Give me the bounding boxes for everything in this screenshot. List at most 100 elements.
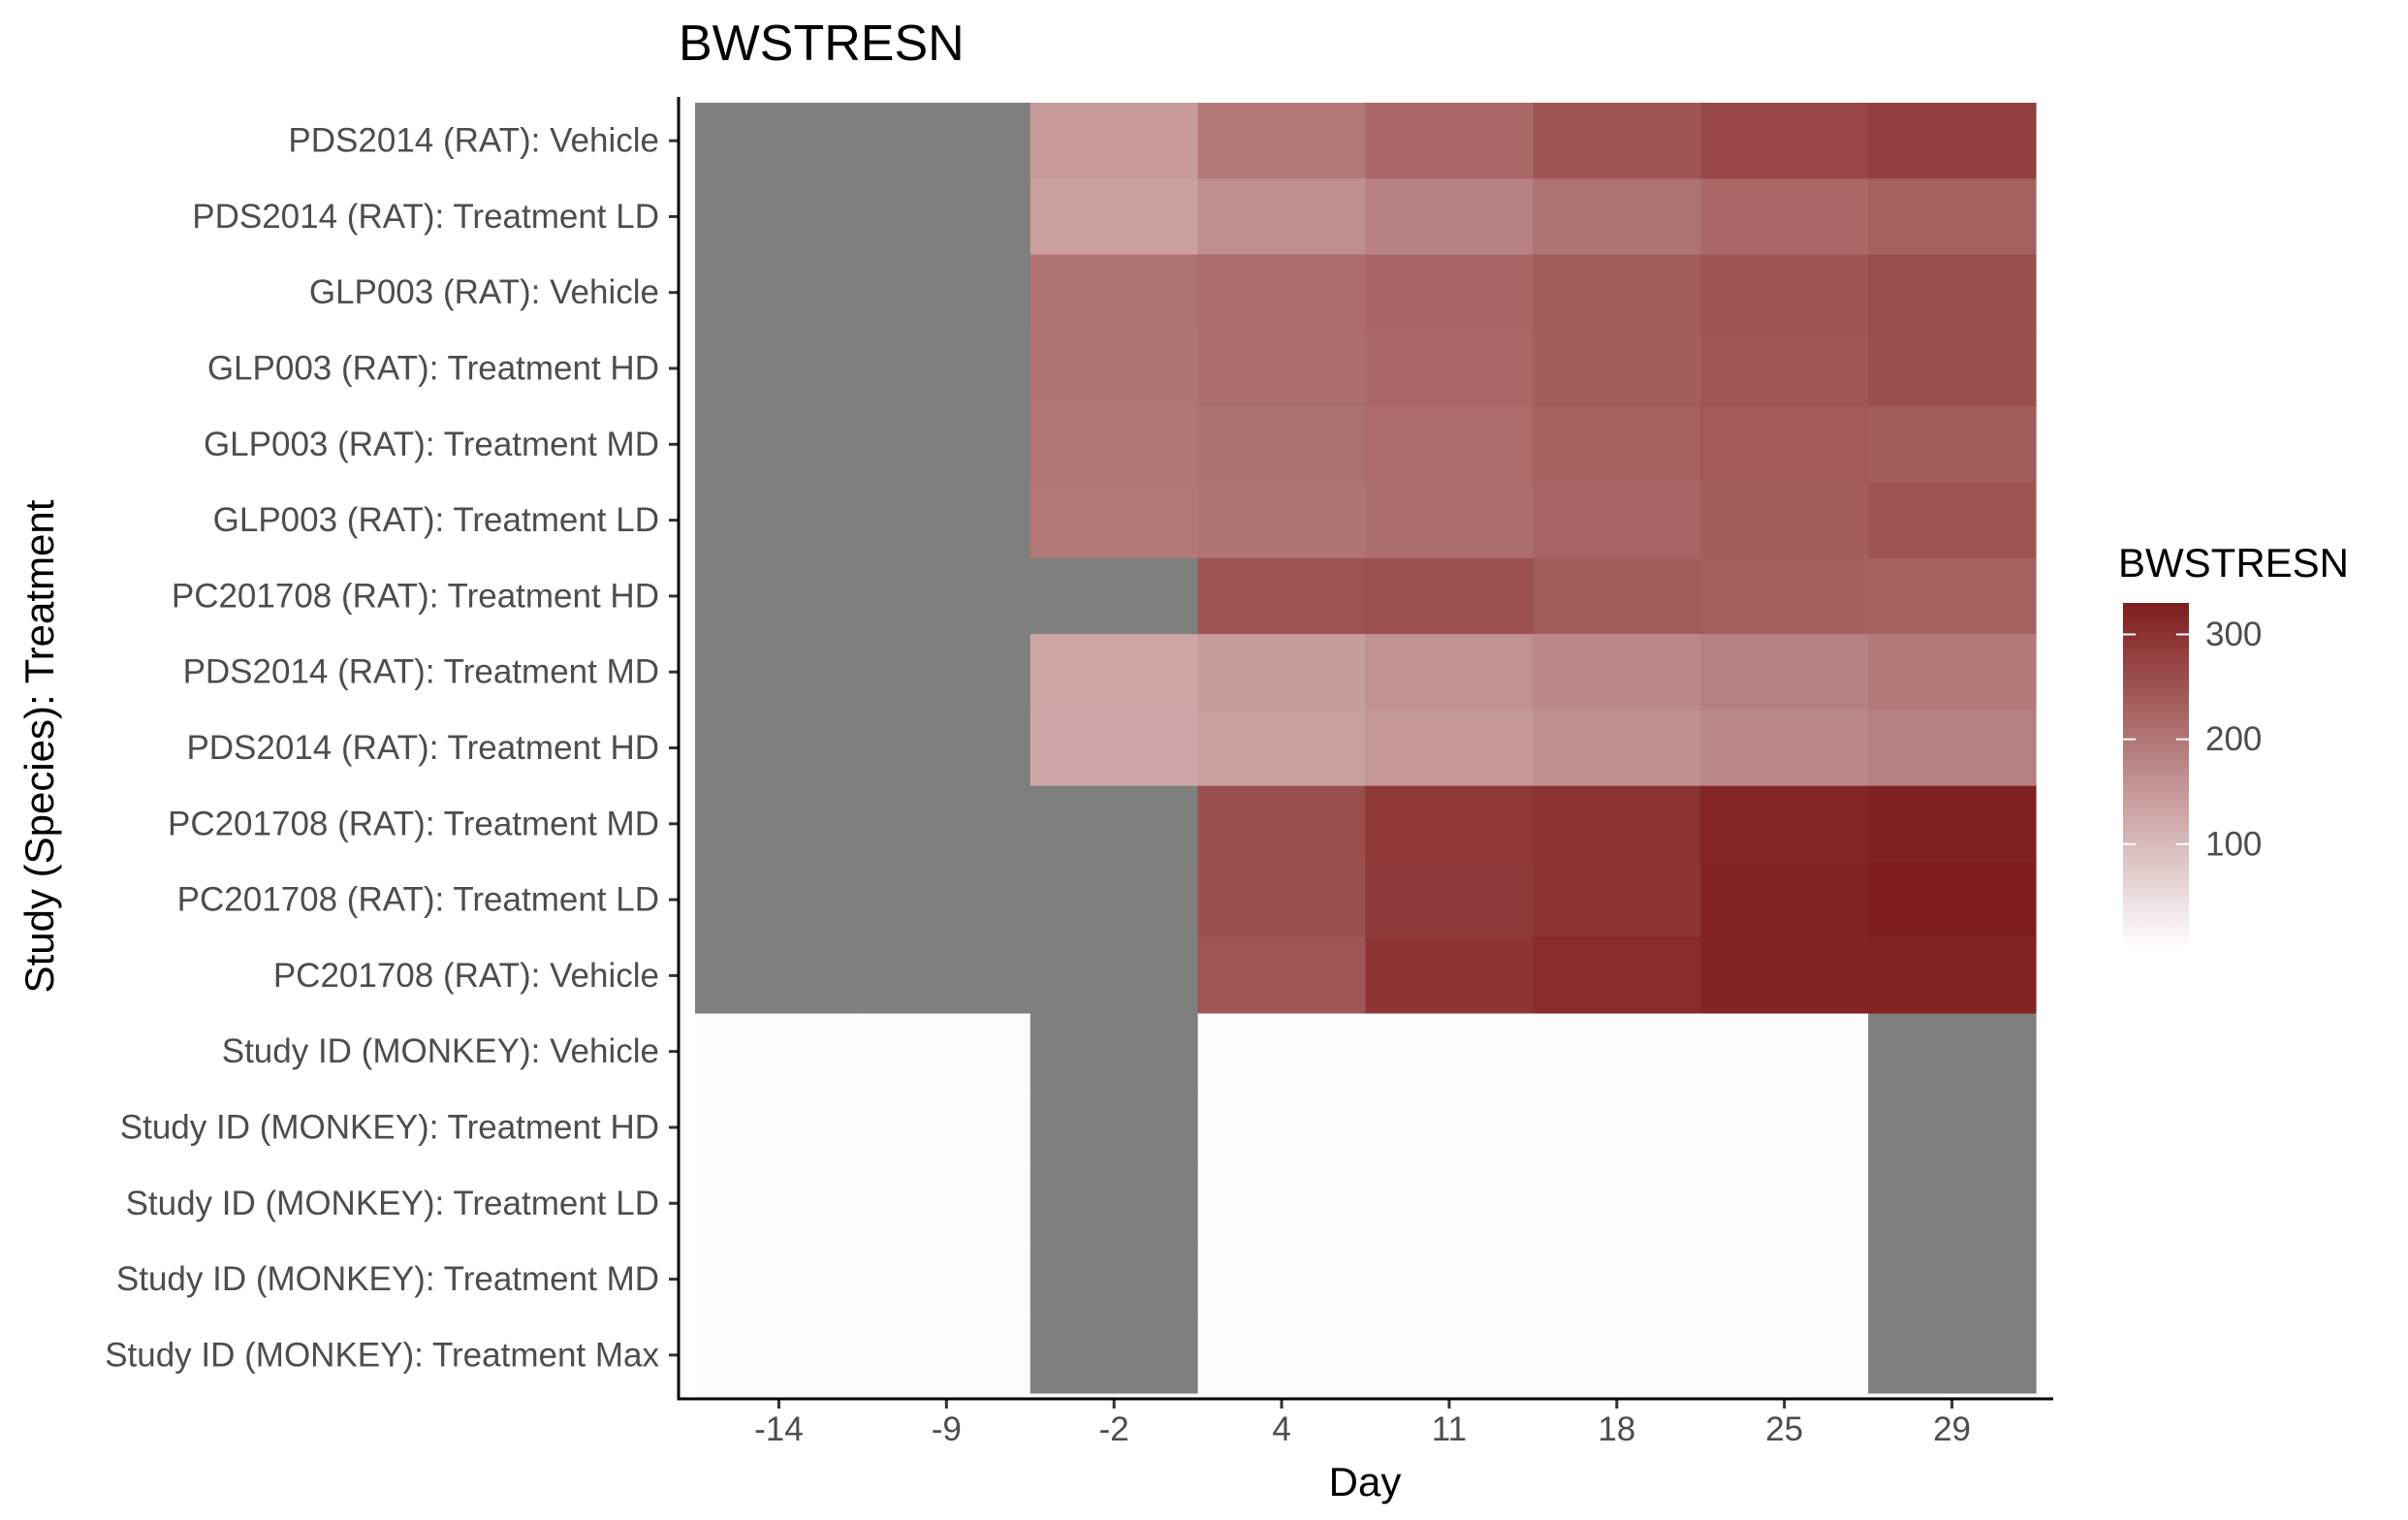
heatmap-cell [1030, 1089, 1199, 1166]
heatmap-cell [1365, 1241, 1534, 1318]
heatmap-cell [695, 1089, 864, 1166]
y-tick-label: PC201708 (RAT): Treatment MD [168, 805, 659, 842]
y-tick-label: GLP003 (RAT): Treatment HD [207, 350, 659, 388]
y-tick-label: GLP003 (RAT): Treatment MD [204, 426, 659, 463]
heatmap-cell [1365, 1165, 1534, 1243]
heatmap-cell [1868, 710, 2037, 787]
heatmap-cell [1030, 1013, 1199, 1091]
heatmap-cell [1868, 861, 2037, 938]
heatmap-cell [695, 482, 864, 559]
heatmap-cell [1868, 937, 2037, 1015]
heatmap-cell [1700, 406, 1869, 484]
heatmap-cell [1365, 937, 1534, 1015]
heatmap-cell [1700, 178, 1869, 256]
heatmap-cell [1533, 406, 1701, 484]
heatmap-cell [695, 634, 864, 711]
heatmap-cell [862, 1013, 1031, 1091]
y-axis: PDS2014 (RAT): Vehicle PDS2014 (RAT): Tre… [105, 122, 679, 1374]
heatmap-cell [862, 254, 1031, 332]
x-axis-title: Day [1329, 1459, 1402, 1504]
heatmap-cell [1365, 1013, 1534, 1091]
heatmap-cell [1365, 406, 1534, 484]
heatmap-cell [695, 557, 864, 635]
heatmap-cell [1868, 1316, 2037, 1394]
heatmap-cell [1868, 103, 2037, 179]
heatmap-cell [1030, 330, 1199, 407]
y-tick-label: PC201708 (RAT): Treatment HD [172, 577, 659, 615]
heatmap-cell [862, 557, 1031, 635]
heatmap-cell [1868, 254, 2037, 332]
heatmap-cell [1030, 861, 1199, 938]
heatmap-cell [862, 710, 1031, 787]
heatmap-cell [1868, 330, 2037, 407]
heatmap-cell [695, 1316, 864, 1394]
y-tick-label: GLP003 (RAT): Treatment LD [213, 501, 659, 539]
heatmap-cell [1533, 1089, 1701, 1166]
y-tick-label: Study ID (MONKEY): Treatment HD [120, 1108, 659, 1146]
heatmap-cell [1197, 1089, 1367, 1166]
heatmap-cell [1868, 557, 2037, 635]
x-tick-label: 11 [1432, 1410, 1467, 1448]
heatmap-cell [1365, 330, 1534, 407]
heatmap-cell [1868, 1089, 2037, 1166]
heatmap-cell [1197, 937, 1367, 1015]
heatmap-cell [862, 406, 1031, 484]
heatmap-cell [695, 785, 864, 863]
x-tick-label: 18 [1598, 1410, 1635, 1448]
y-tick-label: PDS2014 (RAT): Treatment MD [183, 653, 659, 691]
heatmap-cell [1030, 103, 1199, 179]
heatmap-cell [1365, 103, 1534, 179]
y-tick-label: Study ID (MONKEY): Treatment MD [116, 1260, 659, 1298]
chart-title: BWSTRESN [679, 16, 965, 72]
heatmap-cell [1533, 178, 1701, 256]
heatmap-cell [1700, 1165, 1869, 1243]
heatmap-cell [1700, 785, 1869, 863]
heatmap-cell [862, 861, 1031, 938]
y-tick-label: Study ID (MONKEY): Treatment Max [105, 1336, 659, 1374]
x-axis: -14 -9 -2 4 11 18 25 29 [754, 1399, 1971, 1448]
y-axis-title: Study (Species): Treatment [16, 499, 62, 993]
heatmap-cell [1533, 557, 1701, 635]
heatmap-cell [1533, 861, 1701, 938]
heatmap-cell [1365, 557, 1534, 635]
heatmap-cell [1700, 254, 1869, 332]
heatmap-cell [1030, 1241, 1199, 1318]
heatmap-cell [1030, 254, 1199, 332]
heatmap-cell [1700, 710, 1869, 787]
color-legend: BWSTRESN 100 200 300 [2118, 540, 2349, 949]
heatmap-cell [1868, 1013, 2037, 1091]
heatmap-cell [1700, 1089, 1869, 1166]
heatmap-cell [1197, 482, 1367, 559]
heatmap-cell [1197, 557, 1367, 635]
heatmap-cell [1197, 785, 1367, 863]
heatmap-cell [1030, 710, 1199, 787]
heatmap-cell [1868, 482, 2037, 559]
heatmap-cell [1533, 1165, 1701, 1243]
heatmap-cell [862, 785, 1031, 863]
heatmap-cell [1030, 634, 1199, 711]
y-tick-label: PDS2014 (RAT): Treatment HD [186, 729, 659, 767]
heatmap-cell [862, 1241, 1031, 1318]
y-tick-label: Study ID (MONKEY): Treatment LD [126, 1185, 659, 1222]
legend-tick-label: 100 [2205, 825, 2262, 863]
heatmap-cell [862, 330, 1031, 407]
heatmap-cell [1533, 634, 1701, 711]
legend-ticks: 100 200 300 [2123, 616, 2262, 863]
heatmap-cell [1197, 330, 1367, 407]
heatmap-cell [1533, 937, 1701, 1015]
legend-title: BWSTRESN [2118, 540, 2349, 586]
heatmap-cell [695, 103, 864, 179]
heatmap-cell [1030, 1316, 1199, 1394]
heatmap-cell [1700, 634, 1869, 711]
heatmap-cell [695, 710, 864, 787]
x-tick-label: 25 [1765, 1410, 1803, 1448]
heatmap-cell [695, 1241, 864, 1318]
heatmap-cell [862, 1165, 1031, 1243]
heatmap-cell [1197, 103, 1367, 179]
x-tick-label: 4 [1272, 1410, 1290, 1448]
heatmap-cell [1533, 254, 1701, 332]
heatmap-cell [1365, 785, 1534, 863]
heatmap-cell [1700, 1013, 1869, 1091]
heatmap-cell [1700, 330, 1869, 407]
